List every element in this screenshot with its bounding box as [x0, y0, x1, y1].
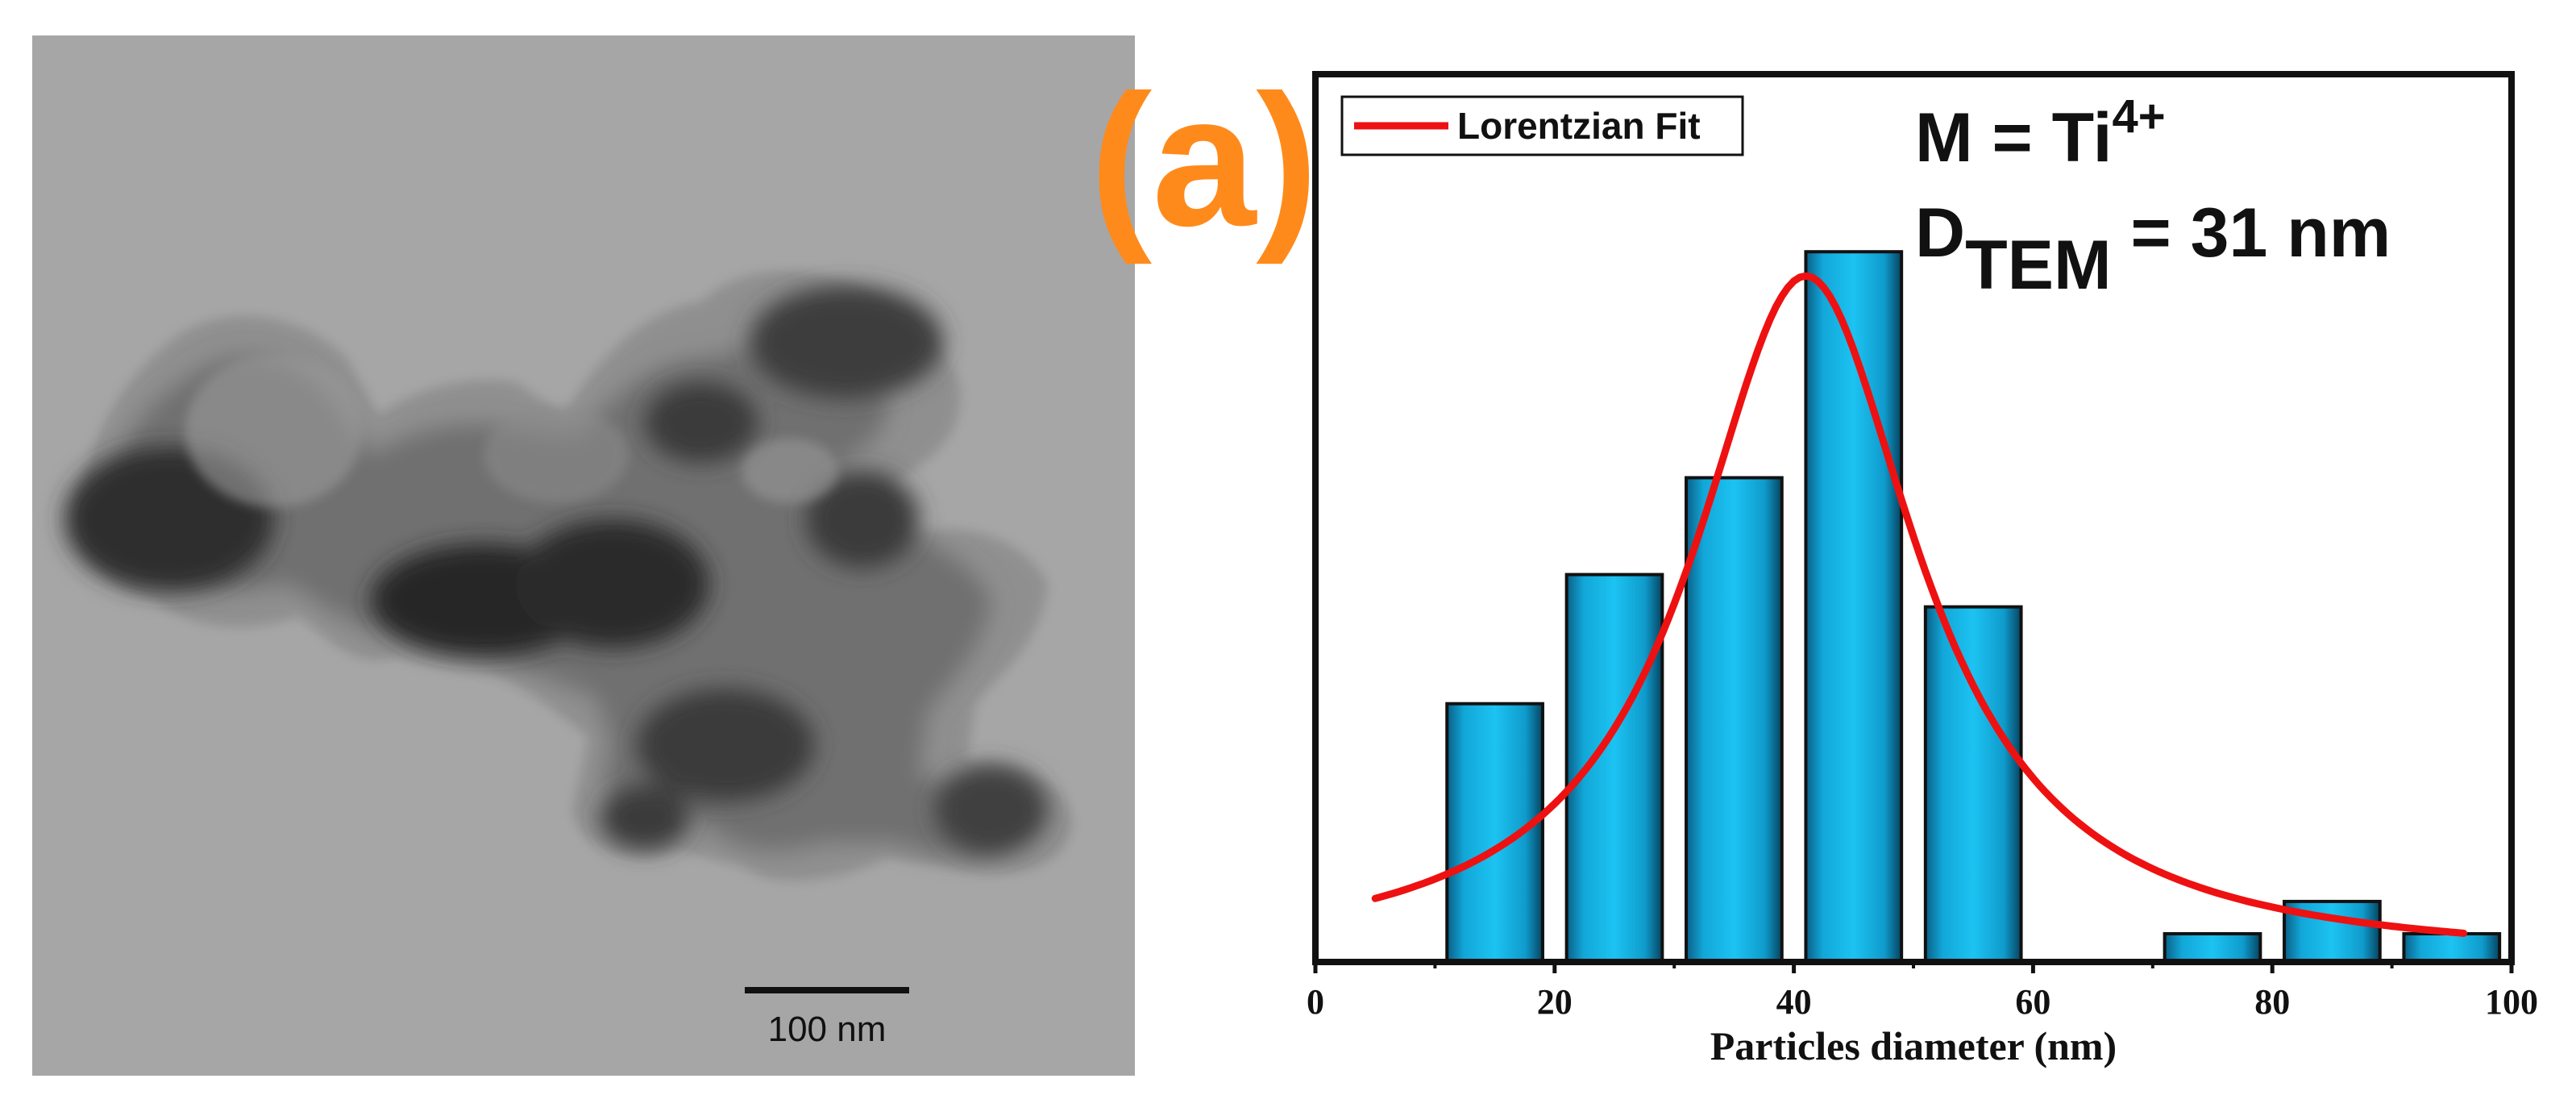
x-axis-ticks: 0 20 40 60 80 100 — [1307, 962, 2538, 1022]
metal-annotation-superscript: 4+ — [2113, 90, 2166, 143]
panel-label: (a) — [1090, 56, 1319, 265]
particle-aggregate-image — [64, 270, 1073, 881]
x-tick-label: 0 — [1307, 982, 1324, 1022]
x-tick-label: 60 — [2015, 982, 2050, 1022]
x-tick-label: 20 — [1537, 982, 1573, 1022]
histogram-bar — [2163, 931, 2262, 964]
lorentzian-fit-curve — [1371, 272, 2468, 937]
metal-annotation: M = Ti4+ — [1915, 90, 2166, 177]
tem-micrograph: 100 nm — [32, 35, 1135, 1076]
dtem-annotation-value: = 31 nm — [2112, 194, 2391, 272]
legend: Lorentzian Fit — [1340, 95, 1744, 156]
scale-bar — [745, 987, 909, 993]
histogram-bar — [2402, 931, 2502, 964]
x-tick-label: 40 — [1776, 982, 1812, 1022]
x-axis-title: Particles diameter (nm) — [1710, 1023, 2117, 1068]
histogram-bar — [1923, 605, 2023, 964]
x-tick-label: 100 — [2485, 982, 2538, 1022]
histogram-bar — [1804, 250, 1904, 964]
x-tick-label: 80 — [2254, 982, 2290, 1022]
metal-annotation-main: M = Ti — [1915, 99, 2113, 177]
histogram-bar — [1445, 702, 1544, 964]
legend-label-fit: Lorentzian Fit — [1457, 105, 1701, 147]
dtem-annotation-main: D — [1915, 194, 1965, 272]
dtem-annotation-subscript: TEM — [1965, 227, 2112, 304]
histogram-bar — [1564, 573, 1664, 964]
histogram-bar — [1685, 476, 1784, 964]
scale-bar-label: 100 nm — [767, 1010, 887, 1049]
histogram-bars — [1445, 250, 2502, 964]
dtem-annotation: DTEM = 31 nm — [1915, 194, 2391, 304]
